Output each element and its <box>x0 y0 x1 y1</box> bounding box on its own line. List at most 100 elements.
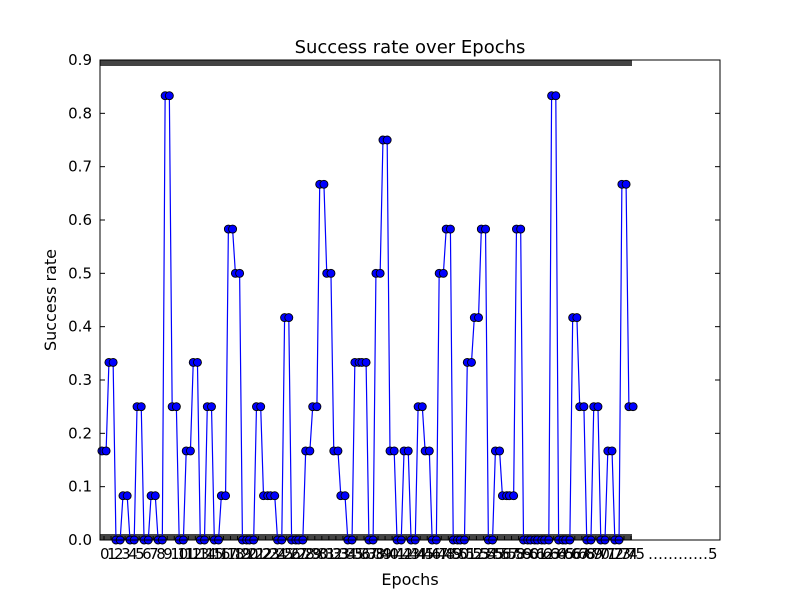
data-point <box>445 224 455 234</box>
data-point <box>628 402 638 412</box>
x-tick-label: 8 <box>156 545 166 563</box>
x-tick-label: 43 <box>402 545 420 563</box>
y-tick-label: 0.0 <box>68 531 92 549</box>
x-tick-label: 31 <box>318 545 336 563</box>
x-tick-label: 42 <box>395 545 413 563</box>
x-tick-label: 75 <box>627 545 645 563</box>
data-point <box>319 179 329 189</box>
x-tick-label: 17 <box>219 545 237 563</box>
x-tick-label: 40 <box>381 545 399 563</box>
x-tick-label: 33 <box>332 545 350 563</box>
y-tick-label: 0.4 <box>68 318 92 336</box>
x-tick-label: 55 <box>486 545 504 563</box>
data-point <box>150 491 160 501</box>
x-tick-label: 36 <box>353 545 371 563</box>
data-point <box>509 491 519 501</box>
data-point <box>108 357 118 367</box>
y-tick-label: 0.1 <box>68 478 92 496</box>
x-tick-label: 9 <box>163 545 173 563</box>
data-point <box>136 402 146 412</box>
x-tick-text-right: …………5 <box>648 545 718 563</box>
y-tick-label: 0.3 <box>68 371 92 389</box>
x-tick-label: 74 <box>620 545 638 563</box>
x-tick-label: 23 <box>262 545 280 563</box>
x-tick-label: 25 <box>276 545 294 563</box>
data-point <box>417 402 427 412</box>
x-tick-label: 5 <box>135 545 145 563</box>
data-point <box>164 91 174 101</box>
x-tick-label: 52 <box>465 545 483 563</box>
y-tick-label: 0.8 <box>68 104 92 122</box>
x-tick-label: 13 <box>191 545 209 563</box>
x-tick-label: 12 <box>184 545 202 563</box>
data-point <box>438 268 448 278</box>
x-tick-label: 0 <box>100 545 110 563</box>
x-tick-label: 10 <box>170 545 188 563</box>
y-axis-ticks: 0.0 0.1 0.2 0.3 0.4 0.5 0.6 0.7 0.8 0.9 <box>68 51 720 549</box>
x-tick-label: 70 <box>592 545 610 563</box>
x-tick-label: 47 <box>430 545 448 563</box>
x-tick-label: 63 <box>543 545 561 563</box>
x-tick-label: 68 <box>578 545 596 563</box>
data-point <box>171 402 181 412</box>
x-tick-label: 44 <box>409 545 427 563</box>
x-tick-label: 57 <box>501 545 519 563</box>
y-tick-label: 0.9 <box>68 51 92 69</box>
x-tick-label: 48 <box>437 545 455 563</box>
data-point <box>424 446 434 456</box>
y-tick-label: 0.6 <box>68 211 92 229</box>
x-tick-label: 56 <box>493 545 511 563</box>
x-tick-label: 54 <box>479 545 497 563</box>
x-tick-label: 39 <box>374 545 392 563</box>
data-point <box>361 357 371 367</box>
data-point <box>481 224 490 234</box>
x-tick-label: 18 <box>226 545 244 563</box>
top-tick-band <box>100 60 632 66</box>
x-tick-label: 69 <box>585 545 603 563</box>
data-point <box>326 268 336 278</box>
data-point <box>375 268 385 278</box>
data-point <box>185 446 195 456</box>
x-tick-label: 50 <box>451 545 469 563</box>
data-point <box>340 491 350 501</box>
data-point <box>593 402 603 412</box>
x-tick-label: 65 <box>557 545 575 563</box>
series-line <box>101 95 634 541</box>
data-point <box>403 446 413 456</box>
data-point <box>101 446 111 456</box>
x-tick-label: 29 <box>304 545 322 563</box>
x-tick-label: 72 <box>606 545 624 563</box>
data-point <box>389 446 399 456</box>
plot-frame <box>99 59 721 541</box>
x-tick-label: 58 <box>508 545 526 563</box>
data-point <box>474 313 483 323</box>
chart-title: Success rate over Epochs <box>295 37 526 58</box>
x-tick-label: 60 <box>522 545 540 563</box>
x-tick-label: 35 <box>346 545 364 563</box>
x-tick-label: 20 <box>241 545 259 563</box>
data-point <box>235 268 245 278</box>
x-tick-label: 34 <box>339 545 357 563</box>
x-tick-label: 2 <box>114 545 124 563</box>
x-tick-label: 67 <box>571 545 589 563</box>
x-tick-label: 14 <box>198 545 216 563</box>
data-point <box>579 402 589 412</box>
x-tick-label: 27 <box>290 545 308 563</box>
x-tick-label: 59 <box>515 545 533 563</box>
dense-tick-bands <box>100 60 632 540</box>
x-tick-label: 32 <box>325 545 343 563</box>
x-tick-label: 62 <box>536 545 554 563</box>
data-point <box>467 357 476 367</box>
x-tick-label: 28 <box>297 545 315 563</box>
data-point <box>621 179 631 189</box>
data-point <box>572 313 582 323</box>
x-tick-label: 26 <box>283 545 301 563</box>
x-tick-label: 61 <box>529 545 547 563</box>
series-layer <box>97 91 638 545</box>
x-tick-label: 21 <box>248 545 266 563</box>
x-tick-label: 73 <box>613 545 631 563</box>
x-tick-label: 19 <box>234 545 252 563</box>
x-tick-label: 51 <box>458 545 476 563</box>
x-tick-label: 6 <box>142 545 152 563</box>
data-point <box>516 224 526 234</box>
